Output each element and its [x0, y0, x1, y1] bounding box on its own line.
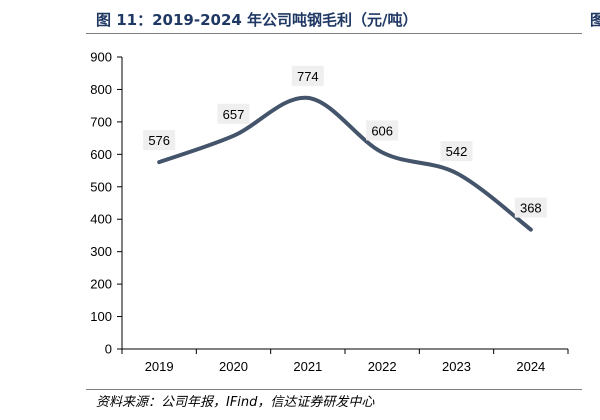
- data-label-box: [514, 197, 547, 218]
- x-tick-label: 2024: [516, 359, 545, 374]
- data-label-text: 576: [148, 133, 170, 148]
- y-tick-label: 0: [105, 342, 112, 357]
- y-tick-label: 100: [90, 309, 112, 324]
- data-label-box: [440, 141, 473, 162]
- chart-title: 图 11：2019-2024 年公司吨钢毛利（元/吨）: [96, 11, 418, 29]
- series-layer: [157, 95, 533, 232]
- data-label: 542: [440, 141, 473, 162]
- source-note: 资料来源：公司年报，IFind，信达证券研发中心: [96, 395, 375, 410]
- data-label-text: 606: [371, 123, 393, 138]
- data-label-box: [366, 120, 399, 141]
- data-label: 368: [514, 197, 547, 218]
- title-divider: [86, 33, 582, 34]
- series-line: [157, 95, 533, 232]
- y-tick-label: 800: [90, 82, 112, 97]
- y-tick-label: 500: [90, 179, 112, 194]
- data-label: 606: [366, 120, 399, 141]
- x-axis: 2019 2020 2021 2022 2023 2024: [121, 348, 569, 374]
- data-labels: 576 657 774 606 542 368: [143, 65, 547, 218]
- x-tick-label: 2019: [145, 359, 174, 374]
- data-label-box: [143, 130, 176, 151]
- x-tick-label: 2020: [219, 359, 248, 374]
- data-label: 774: [291, 65, 324, 86]
- y-tick-label: 600: [90, 147, 112, 162]
- adjacent-figure-mark: 图: [590, 11, 600, 29]
- x-tick-label: 2023: [442, 359, 471, 374]
- source-divider: [86, 389, 582, 390]
- data-label-text: 774: [297, 69, 319, 84]
- y-tick-label: 400: [90, 212, 112, 227]
- x-tick-label: 2021: [293, 359, 322, 374]
- y-tick-label: 300: [90, 244, 112, 259]
- x-tick-label: 2022: [368, 359, 397, 374]
- data-label-box: [217, 103, 250, 124]
- data-label-text: 657: [223, 107, 245, 122]
- y-tick-label: 700: [90, 114, 112, 129]
- y-tick-label: 900: [90, 50, 112, 65]
- data-label-box: [291, 65, 324, 86]
- data-label: 657: [217, 103, 250, 124]
- data-label-text: 542: [446, 144, 468, 159]
- data-label: 576: [143, 130, 176, 151]
- y-axis: 0 100 200 300 400 500 600 700 800 900: [90, 50, 123, 357]
- y-tick-label: 200: [90, 277, 112, 292]
- data-label-text: 368: [520, 201, 542, 216]
